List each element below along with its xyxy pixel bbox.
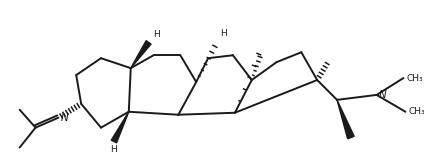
Text: CH₃: CH₃ <box>407 74 423 83</box>
Polygon shape <box>111 112 129 143</box>
Polygon shape <box>337 100 354 139</box>
Text: H: H <box>111 145 117 155</box>
Text: H: H <box>153 30 161 39</box>
Text: N: N <box>379 90 386 100</box>
Text: CH₃: CH₃ <box>408 107 425 116</box>
Text: N: N <box>60 113 68 123</box>
Polygon shape <box>131 41 151 68</box>
Text: H: H <box>220 29 227 38</box>
